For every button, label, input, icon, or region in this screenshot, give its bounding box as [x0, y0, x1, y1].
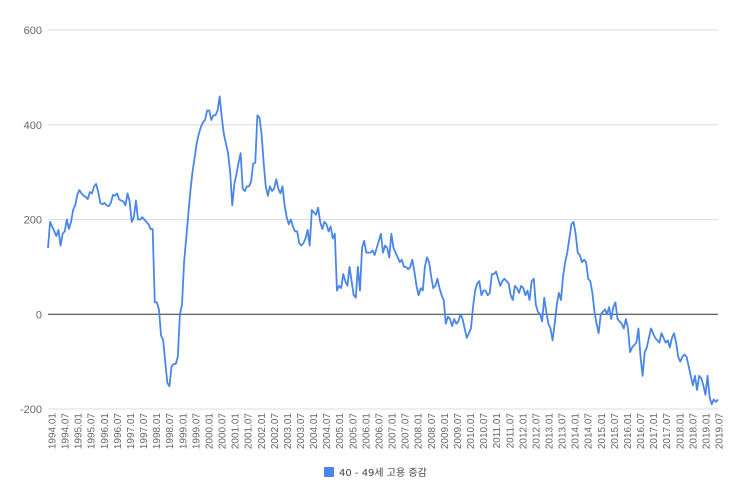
- x-tick-label: 2008.07: [427, 413, 438, 450]
- x-tick-label: 2007.01: [388, 413, 399, 450]
- x-tick-label: 2013.01: [544, 413, 555, 450]
- x-tick-label: 1995.01: [74, 413, 85, 450]
- x-tick-label: 1999.01: [178, 413, 189, 450]
- x-tick-label: 1998.07: [165, 413, 176, 450]
- x-tick-label: 2002.07: [270, 413, 281, 450]
- series-layer: [47, 95, 719, 406]
- x-tick-label: 1997.07: [139, 413, 150, 450]
- x-tick-label: 2003.01: [283, 413, 294, 450]
- x-tick-label: 2017.01: [649, 413, 660, 450]
- x-tick-label: 2005.01: [335, 413, 346, 450]
- x-tick-label: 1996.07: [113, 413, 124, 450]
- y-tick-label: 600: [24, 25, 42, 37]
- x-tick-label: 2007.07: [401, 413, 412, 450]
- x-tick-label: 2014.01: [571, 413, 582, 450]
- y-axis-ticks: 600 400 200 0 -200: [20, 25, 42, 416]
- x-tick-label: 2012.01: [518, 413, 529, 450]
- x-tick-label: 2004.07: [322, 413, 333, 450]
- y-tick-label: 200: [24, 215, 42, 227]
- x-tick-label: 2015.07: [610, 413, 621, 450]
- x-tick-label: 1995.07: [87, 413, 98, 450]
- x-tick-label: 2019.07: [715, 413, 726, 450]
- y-tick-label: -200: [20, 404, 42, 416]
- x-tick-label: 2011.07: [505, 413, 516, 449]
- x-tick-label: 1998.01: [152, 413, 163, 450]
- x-tick-label: 2000.01: [204, 413, 215, 450]
- legend-swatch: [324, 467, 334, 477]
- y-tick-label: 400: [24, 120, 42, 132]
- x-tick-label: 2006.01: [361, 413, 372, 450]
- x-tick-label: 2001.01: [231, 413, 242, 450]
- x-tick-label: 2001.07: [244, 413, 255, 450]
- x-tick-label: 1994.07: [61, 413, 72, 450]
- x-tick-label: 2018.01: [675, 413, 686, 450]
- legend-label: 40 - 49세 고용 증감: [339, 467, 427, 479]
- y-tick-label: 0: [36, 309, 42, 321]
- x-tick-label: 2008.01: [414, 413, 425, 450]
- x-tick-label: 2009.01: [440, 413, 451, 450]
- x-tick-label: 2016.07: [636, 413, 647, 450]
- x-tick-label: 2011.01: [492, 413, 503, 449]
- x-tick-label: 1996.01: [100, 413, 111, 450]
- x-tick-label: 1994.01: [48, 413, 59, 450]
- x-tick-label: 2012.07: [531, 413, 542, 450]
- x-tick-label: 2004.01: [309, 413, 320, 450]
- x-tick-label: 2010.01: [466, 413, 477, 450]
- x-axis-ticks: 1994.01 1994.07 1995.01 1995.07 1996.01 1996.…: [48, 413, 726, 450]
- x-tick-label: 2006.07: [374, 413, 385, 450]
- x-tick-label: 2017.07: [662, 413, 673, 450]
- x-tick-label: 2002.01: [257, 413, 268, 450]
- x-tick-label: 2005.07: [348, 413, 359, 450]
- x-tick-label: 1997.01: [126, 413, 137, 450]
- x-tick-label: 2018.07: [688, 413, 699, 450]
- x-tick-label: 2009.07: [453, 413, 464, 450]
- x-tick-label: 2003.07: [296, 413, 307, 450]
- series-line[interactable]: [47, 95, 719, 406]
- x-tick-label: 2014.07: [584, 413, 595, 450]
- grid-lines: [48, 29, 718, 410]
- x-tick-label: 2015.01: [597, 413, 608, 450]
- x-tick-label: 2010.07: [479, 413, 490, 450]
- x-tick-label: 2013.07: [558, 413, 569, 450]
- x-tick-label: 2016.01: [623, 413, 634, 450]
- x-tick-label: 2000.07: [218, 413, 229, 450]
- legend[interactable]: 40 - 49세 고용 증감: [324, 467, 427, 479]
- x-tick-label: 2019.01: [701, 413, 712, 450]
- x-tick-label: 1999.07: [191, 413, 202, 450]
